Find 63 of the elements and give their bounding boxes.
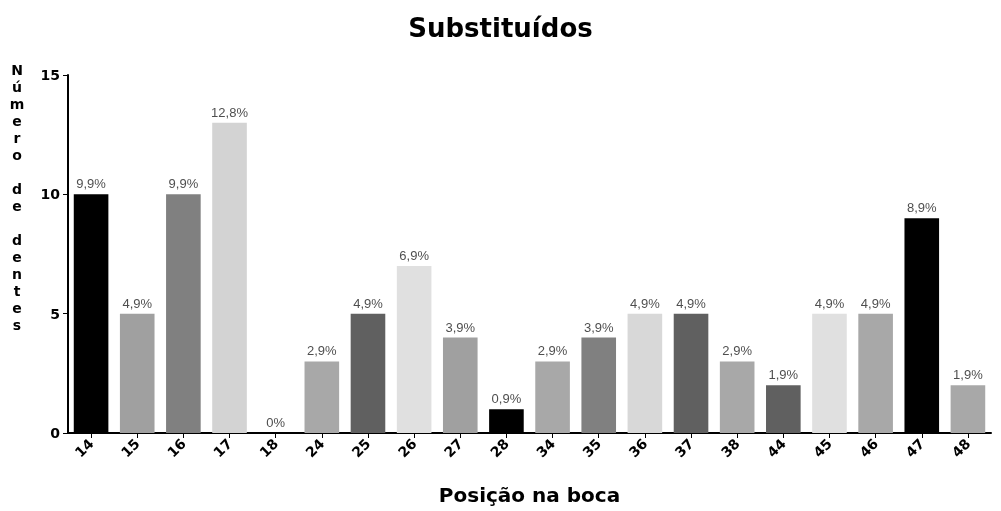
y-axis-title: Número de dentes	[9, 62, 25, 334]
x-tick-label: 16	[163, 435, 190, 461]
annotation: 1,9%	[953, 367, 984, 383]
bar	[719, 361, 755, 433]
bar	[212, 122, 247, 433]
annotation: 4,9%	[676, 295, 707, 311]
bar	[304, 361, 340, 433]
x-tick-label: 38	[717, 435, 743, 461]
annotation: 0%	[266, 415, 286, 430]
x-tick-label: 37	[671, 435, 697, 461]
y-tick-label: 15	[40, 67, 60, 83]
bar	[535, 361, 570, 433]
x-tick-label: 48	[948, 435, 974, 461]
bar	[858, 313, 893, 433]
annotation: 4,9%	[814, 295, 845, 311]
bar	[396, 265, 432, 433]
x-tick-label: 15	[117, 435, 143, 461]
y-tick-label: 10	[40, 186, 61, 203]
x-tick-label: 27	[440, 435, 466, 461]
annotation: 12,8%	[211, 104, 249, 120]
x-axis-title: Posição na boca	[438, 483, 621, 507]
x-tick-label: 44	[763, 435, 790, 461]
y-tick-label: 0	[50, 425, 61, 441]
y-tick-label: 5	[50, 305, 60, 322]
annotation: 4,9%	[353, 295, 384, 311]
bar	[119, 313, 155, 433]
bar	[950, 385, 986, 433]
bar	[673, 313, 709, 433]
x-tick-label: 34	[533, 435, 559, 461]
x-tick-label: 26	[394, 435, 420, 461]
x-tick-label: 35	[579, 435, 605, 461]
x-tick-label: 28	[487, 435, 513, 461]
annotation: 9,9%	[76, 176, 107, 192]
chart-title: Substituídos	[408, 13, 593, 43]
annotation: 2,9%	[307, 343, 338, 359]
annotation: 4,9%	[860, 295, 891, 311]
annotation: 2,9%	[722, 343, 753, 359]
annotation: 4,9%	[630, 295, 661, 311]
x-tick-label: 47	[902, 435, 928, 461]
x-tick-label: 46	[856, 435, 882, 461]
x-tick-label: 45	[810, 435, 836, 461]
bar	[350, 313, 386, 433]
x-tick-label: 25	[348, 435, 374, 461]
annotation: 3,9%	[445, 319, 476, 335]
annotation: 8,9%	[906, 200, 938, 216]
annotation: 9,9%	[168, 176, 199, 192]
annotation: 0,9%	[491, 391, 522, 407]
annotation: 3,9%	[583, 319, 614, 335]
bar	[581, 337, 617, 433]
x-tick-label: 24	[302, 435, 328, 461]
x-tick-label: 36	[625, 435, 651, 461]
bar	[166, 194, 201, 433]
bar	[627, 313, 663, 433]
bar	[766, 385, 801, 433]
annotation: 2,9%	[537, 343, 568, 359]
x-tick-label: 18	[256, 435, 282, 461]
x-tick-label: 17	[210, 435, 236, 461]
annotation: 6,9%	[399, 247, 430, 263]
x-tick-label: 14	[71, 435, 97, 461]
annotation: 4,9%	[122, 295, 153, 311]
bar	[812, 313, 847, 433]
bar	[442, 337, 478, 433]
annotation: 1,9%	[768, 367, 799, 383]
